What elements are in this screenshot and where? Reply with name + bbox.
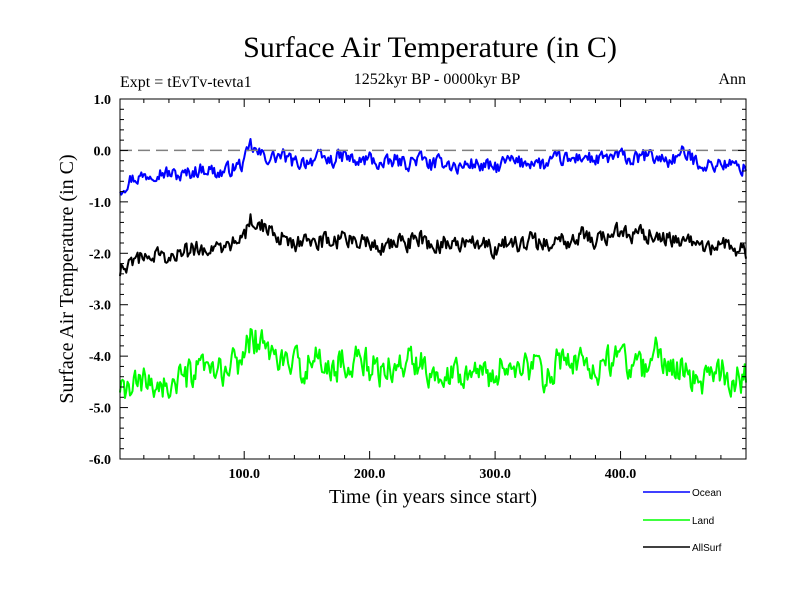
y-tick-labels: 1.0 0.0 -1.0 -2.0 -3.0 -4.0 -5.0 -6.0 xyxy=(89,93,111,468)
series-line-land xyxy=(119,328,747,399)
x-tick-labels: 100.0 200.0 300.0 400.0 xyxy=(228,467,636,482)
x-tick-label: 300.0 xyxy=(479,467,511,482)
x-tick-label: 400.0 xyxy=(605,467,637,482)
chart-subtitle: 1252kyr BP - 0000kyr BP xyxy=(354,71,521,88)
y-tick-label: 0.0 xyxy=(94,144,112,159)
series-line-ocean xyxy=(119,138,747,196)
series-line-allsurf xyxy=(119,213,747,277)
series-layer xyxy=(119,138,747,399)
legend-label-land: Land xyxy=(692,516,714,527)
legend-label-allsurf: AllSurf xyxy=(692,543,722,554)
tick-layer xyxy=(120,98,746,460)
experiment-label: Expt = tEvTv-tevta1 xyxy=(120,74,252,91)
y-tick-label: 1.0 xyxy=(94,93,112,108)
y-tick-label: -2.0 xyxy=(89,247,111,262)
legend: Ocean Land AllSurf xyxy=(643,488,722,554)
plot-frame xyxy=(119,98,747,460)
y-tick-label: -5.0 xyxy=(89,402,111,417)
y-tick-label: -3.0 xyxy=(89,299,111,314)
y-tick-label: -6.0 xyxy=(89,453,111,468)
y-axis-label: Surface Air Temperature (in C) xyxy=(56,154,78,403)
season-label: Ann xyxy=(718,71,746,88)
y-tick-label: -4.0 xyxy=(89,350,111,365)
chart-title: Surface Air Temperature (in C) xyxy=(243,31,617,64)
x-axis-label: Time (in years since start) xyxy=(329,486,537,508)
y-tick-label: -1.0 xyxy=(89,196,111,211)
legend-label-ocean: Ocean xyxy=(692,488,721,499)
x-tick-label: 100.0 xyxy=(228,467,260,482)
x-tick-label: 200.0 xyxy=(354,467,386,482)
